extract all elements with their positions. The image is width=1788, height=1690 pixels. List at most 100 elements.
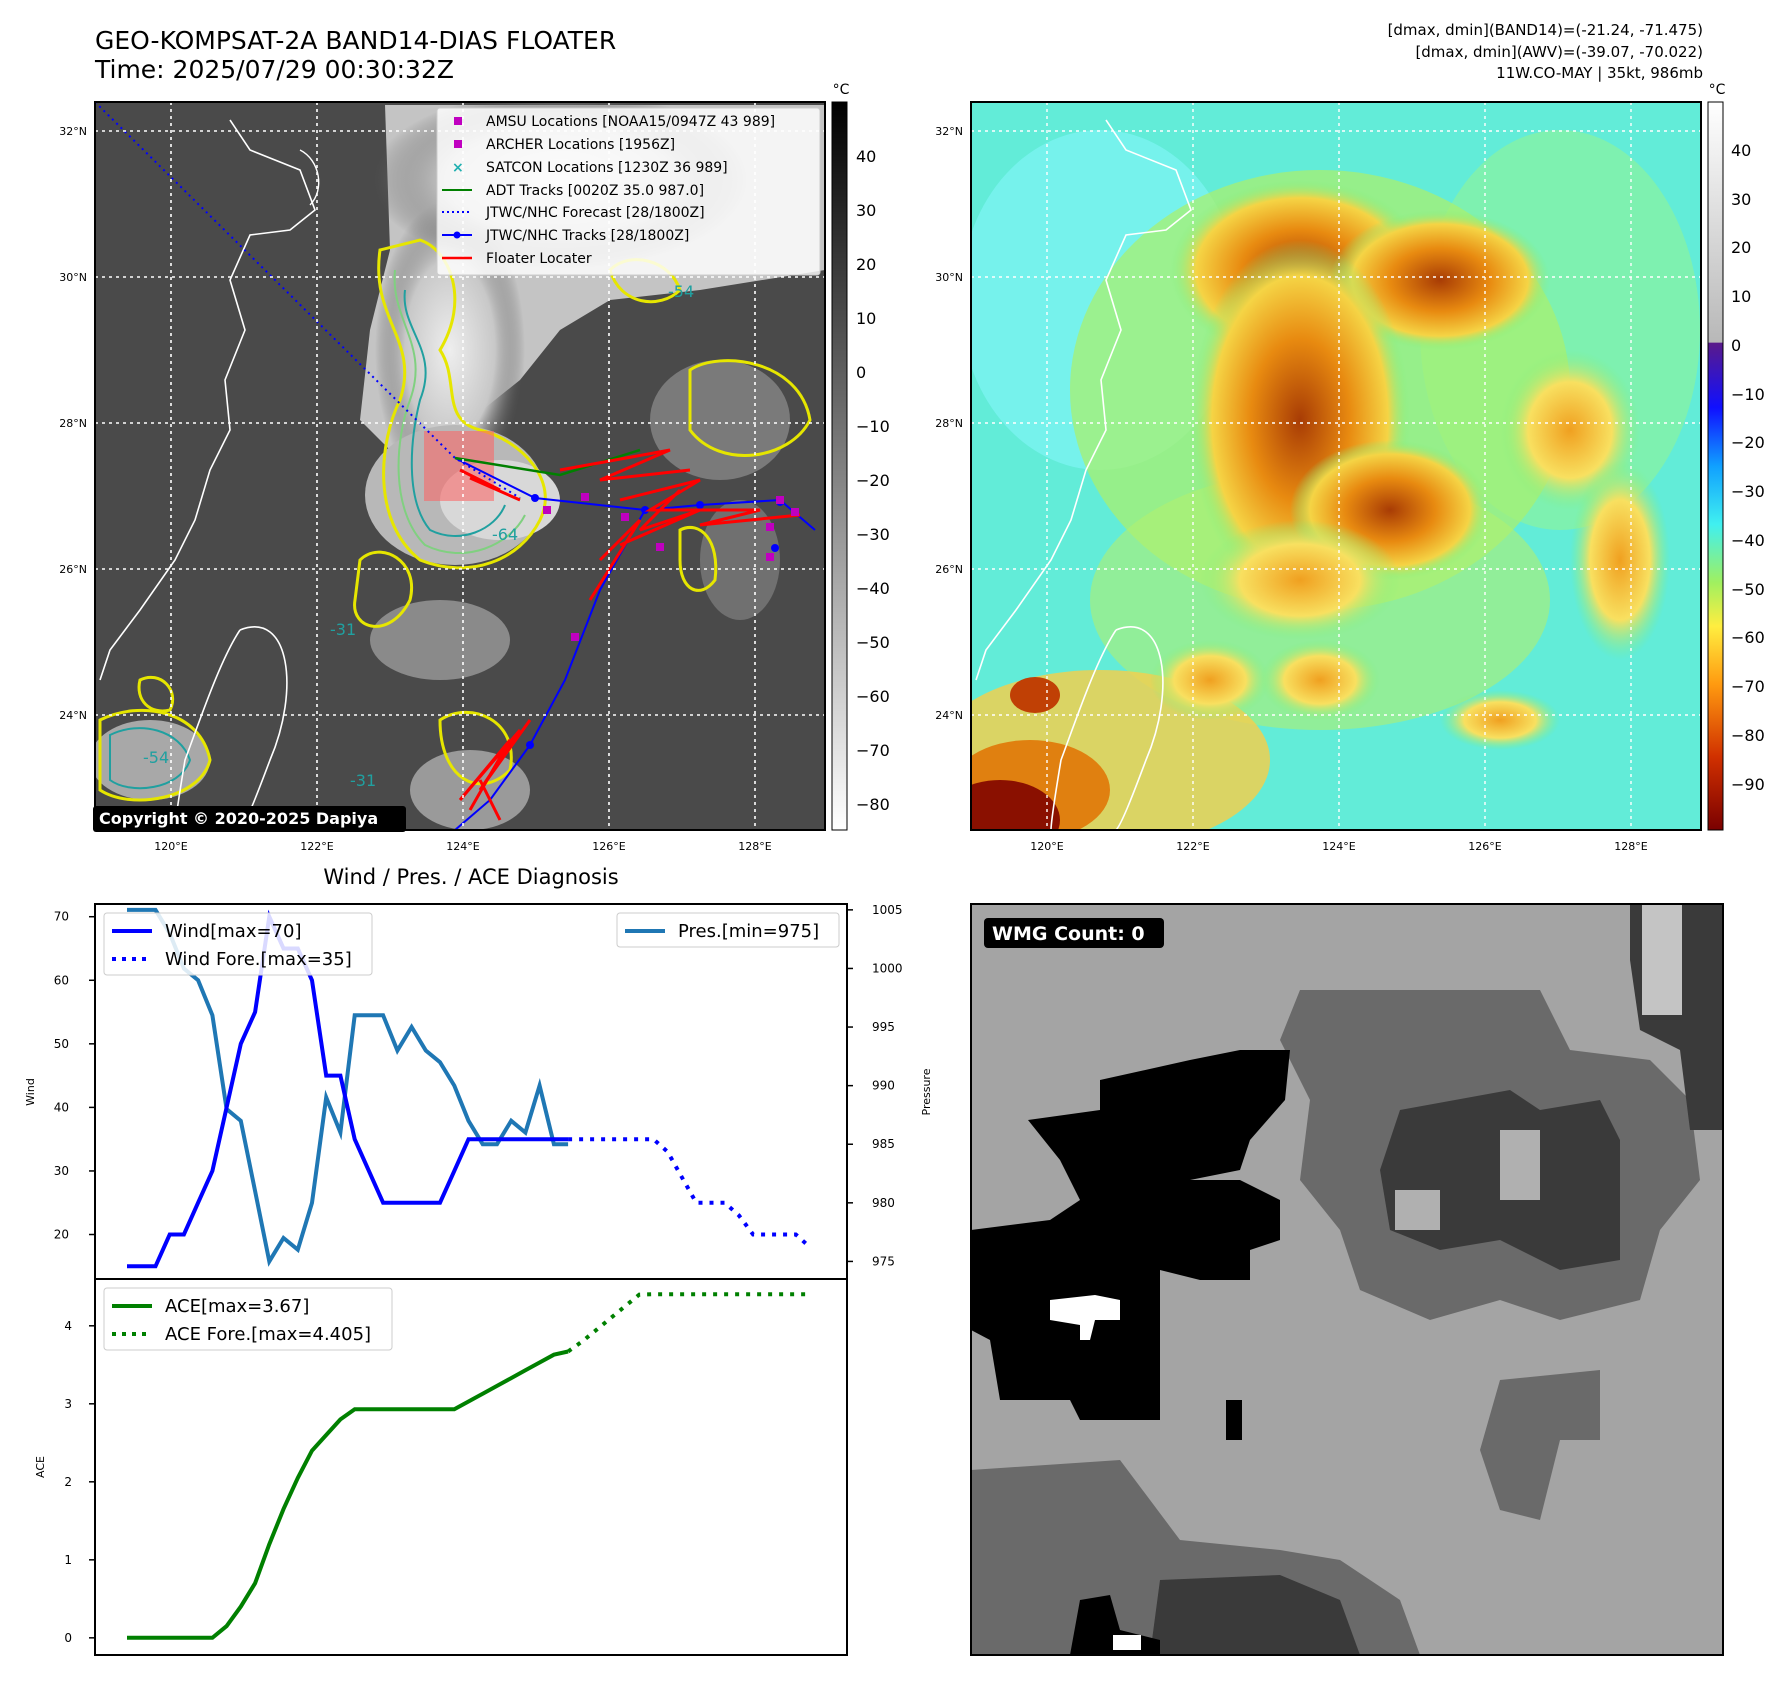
lat-label: 32°N [935, 125, 963, 138]
colorbar-tick: −60 [1731, 628, 1765, 647]
pressure-y-axis: 975 980 985 990 995 1000 1005 [847, 903, 903, 1268]
pressure-tick-label: 985 [872, 1137, 895, 1151]
colorbar-unit: °C [833, 82, 850, 98]
wmg-count-label: WMG Count: 0 [992, 923, 1145, 945]
diagnosis-chart-title: Wind / Pres. / ACE Diagnosis [323, 865, 618, 889]
pressure-legend: Pres.[min=975] [616, 912, 840, 948]
pressure-line-point [140, 909, 142, 911]
wind-tick-label: 70 [54, 910, 69, 924]
contour-label: -31 [350, 771, 376, 790]
amsu-square-icon [454, 117, 462, 125]
color-map-gridlines [971, 102, 1701, 830]
colorbar-tick: −30 [1731, 482, 1765, 501]
wind-line-point [240, 1043, 242, 1045]
wind-line-point [126, 1266, 128, 1268]
ace-line-point [397, 1409, 399, 1411]
ace-forecast-line-point [767, 1293, 769, 1295]
ace-line-point [155, 1637, 157, 1639]
wind-legend-label: Wind[max=70] [165, 921, 302, 942]
ace-tick-label: 4 [64, 1319, 72, 1333]
ace-forecast-line-point [567, 1351, 569, 1353]
wind-line-point [340, 1075, 342, 1077]
wind-line-point [226, 1107, 228, 1109]
pressure-line-point [283, 1237, 285, 1239]
wind-forecast-line-point [710, 1202, 712, 1204]
wind-forecast-line-point [681, 1177, 683, 1179]
wind-line-point [212, 1170, 214, 1172]
colorbar-tick: −40 [1731, 531, 1765, 550]
ace-line-point [482, 1393, 484, 1395]
wind-line-point [382, 1202, 384, 1204]
pressure-line-point [354, 1015, 356, 1017]
wind-line-point [368, 1170, 370, 1172]
wind-line-point [510, 1138, 512, 1140]
figure-title: GEO-KOMPSAT-2A BAND14-DIAS FLOATER [95, 26, 617, 55]
colorbar-tick: −10 [856, 417, 890, 436]
lon-label: 124°E [1322, 840, 1355, 853]
pressure-line-point [368, 1015, 370, 1017]
ace-forecast-line-point [653, 1293, 655, 1295]
colorbar-tick: −30 [856, 525, 890, 544]
ace-line-point [468, 1401, 470, 1403]
wind-line-point [197, 1202, 199, 1204]
stats-band14: [dmax, dmin](BAND14)=(-21.24, -71.475) [1387, 21, 1703, 39]
colorbar-tick: −20 [856, 471, 890, 490]
ace-forecast-legend-label: ACE Fore.[max=4.405] [165, 1324, 371, 1345]
gray-colorbar: °C 40 30 20 10 0 −10 −20 −30 −40 −50 −60… [831, 82, 890, 831]
lat-label: 28°N [59, 417, 87, 430]
ir-map-panel: -54 -64 -31 -31 -54 × AMSU Locations [NO… [59, 101, 826, 853]
wind-line-point [155, 1266, 157, 1268]
lat-label: 26°N [935, 563, 963, 576]
pressure-line-point [525, 1132, 527, 1134]
ace-line-point [311, 1450, 313, 1452]
ace-line-point [283, 1508, 285, 1510]
pressure-line-point [411, 1026, 413, 1028]
pressure-line-point [397, 1050, 399, 1052]
pressure-line-point [240, 1120, 242, 1122]
pressure-tick-label: 1000 [872, 961, 903, 975]
lon-label: 124°E [446, 840, 479, 853]
wind-tick-label: 20 [54, 1228, 69, 1242]
lat-label: 24°N [935, 709, 963, 722]
ace-tick-label: 1 [64, 1553, 72, 1567]
ace-forecast-line-point [681, 1293, 683, 1295]
wind-forecast-line-point [610, 1138, 612, 1140]
pressure-line-point [311, 1202, 313, 1204]
legend-tracks: JTWC/NHC Tracks [28/1800Z] [485, 228, 689, 244]
pressure-line-point [482, 1143, 484, 1145]
wind-tick-label: 40 [54, 1100, 69, 1114]
colorbar-tick: 10 [856, 309, 876, 328]
pressure-line-point [425, 1050, 427, 1052]
legend-amsu: AMSU Locations [NOAA15/0947Z 43 989] [486, 114, 775, 130]
legend-forecast: JTWC/NHC Forecast [28/1800Z] [485, 205, 705, 221]
wind-legend: Wind[max=70] Wind Fore.[max=35] [103, 912, 373, 976]
ace-line-point [126, 1637, 128, 1639]
ace-line-point [425, 1409, 427, 1411]
pressure-tick-label: 1005 [872, 903, 903, 917]
wind-line-point [254, 1011, 256, 1013]
contour-label: -64 [492, 525, 518, 544]
lon-label: 128°E [738, 840, 771, 853]
pressure-line-point [325, 1097, 327, 1099]
lon-label: 122°E [300, 840, 333, 853]
wind-forecast-line-point [738, 1215, 740, 1217]
colorbar-unit: °C [1709, 82, 1726, 98]
pressure-line-point [126, 909, 128, 911]
wind-tick-label: 60 [54, 973, 69, 987]
ace-line-point [240, 1606, 242, 1608]
color-colorbar: °C 40 30 20 10 0 −10 −20 −30 −40 −50 −60… [1707, 82, 1765, 831]
wind-forecast-legend-label: Wind Fore.[max=35] [165, 949, 352, 970]
wind-line-point [140, 1266, 142, 1268]
ace-tick-label: 0 [64, 1631, 72, 1645]
ace-forecast-line-point [752, 1293, 754, 1295]
wind-line-point [454, 1170, 456, 1172]
wind-forecast-line-point [767, 1234, 769, 1236]
ace-line-point [325, 1434, 327, 1436]
pressure-line-point [454, 1085, 456, 1087]
pressure-tick-label: 975 [872, 1254, 895, 1268]
ace-line-point [354, 1409, 356, 1411]
wind-forecast-line-point [667, 1151, 669, 1153]
colorbar-tick: 30 [856, 201, 876, 220]
colorbar-tick: 0 [856, 363, 866, 382]
colorbar-tick: 0 [1731, 336, 1741, 355]
